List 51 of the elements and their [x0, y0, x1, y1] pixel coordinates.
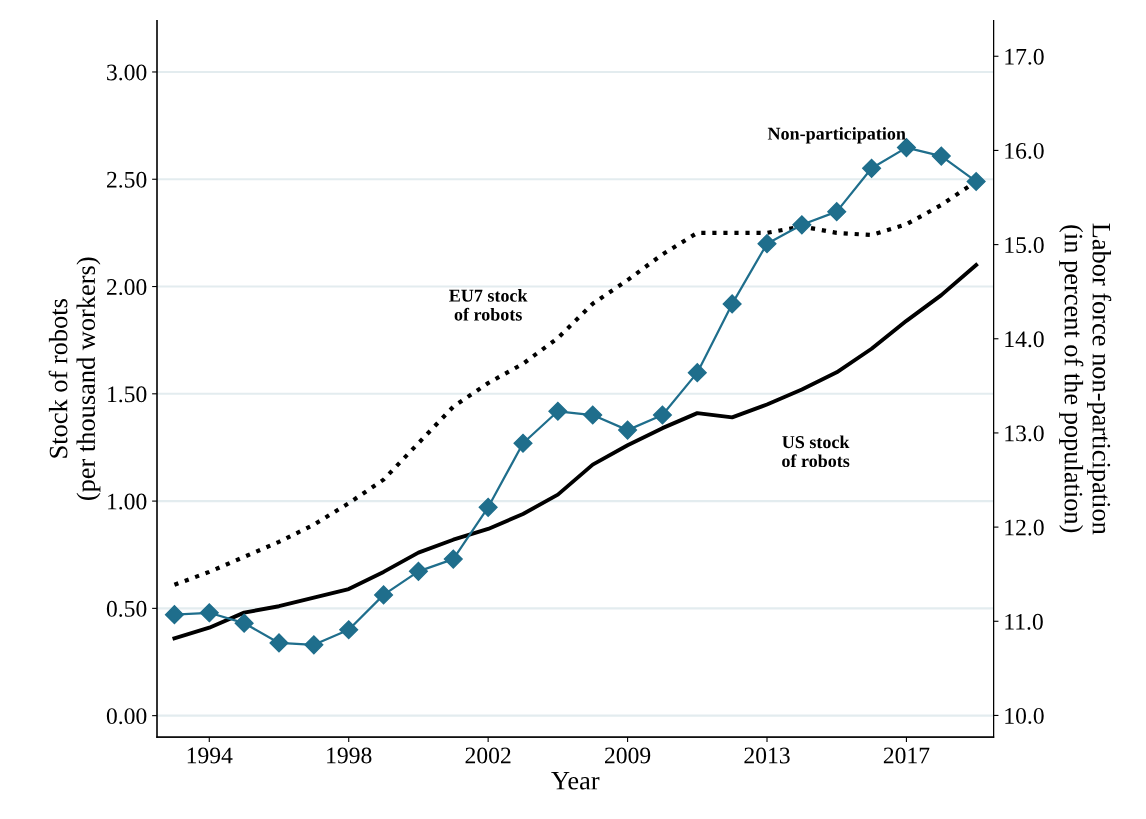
y2-tick-label: 14.0 [1005, 331, 1044, 348]
series-label: EU7 stock of robots [449, 289, 528, 321]
y-tick-label: 3.00 [107, 64, 147, 81]
line-series [172, 263, 979, 641]
point [164, 605, 184, 625]
y-tick-label: 1.50 [108, 386, 147, 403]
point [513, 433, 533, 453]
x-tick-label: 2009 [605, 747, 651, 764]
point [966, 171, 986, 192]
point [374, 585, 394, 605]
point [862, 158, 882, 178]
point [687, 363, 707, 383]
y-tick-label: 2.00 [107, 279, 147, 296]
point [443, 549, 463, 569]
y2-tick-label: 12.0 [1005, 519, 1044, 536]
x-tick-label: 1994 [187, 747, 233, 764]
y2-tick-label: 11.0 [1005, 613, 1043, 630]
point [827, 202, 847, 222]
y2-tick-label: 10.0 [1005, 707, 1044, 724]
y2-tick-label: 15.0 [1005, 237, 1044, 254]
y-tick-label: 2.50 [107, 171, 147, 188]
point [304, 635, 324, 655]
point [757, 234, 777, 254]
point [652, 405, 672, 425]
x-tick-label: 2002 [465, 747, 511, 764]
series-label: Non-participation [767, 127, 906, 144]
x-axis-title: Year [551, 772, 600, 790]
point [722, 294, 742, 314]
point [548, 401, 568, 421]
series-label: US stock of robots [782, 435, 850, 468]
point [339, 620, 359, 640]
y2-axis-title: Labor force non-participation (in percent of the population) [1059, 223, 1112, 535]
point [583, 405, 603, 425]
x-tick-label: 2013 [744, 747, 790, 764]
point [199, 603, 219, 623]
x-tick-label: 1998 [327, 747, 372, 764]
x-tick-label: 2017 [883, 747, 930, 764]
point [792, 215, 812, 235]
y-tick-label: 0.00 [106, 708, 147, 725]
point [478, 497, 498, 517]
y-tick-label: 1.00 [108, 493, 147, 510]
point [269, 633, 289, 653]
y-axis-title: Stock of robots (per thousand workers) [48, 257, 101, 501]
point [408, 561, 428, 581]
point [618, 420, 638, 440]
y2-tick-label: 17.0 [1005, 48, 1044, 65]
y2-tick-label: 16.0 [1005, 142, 1044, 159]
point [234, 613, 254, 633]
point [931, 146, 951, 166]
y2-tick-label: 13.0 [1005, 425, 1044, 442]
y-tick-label: 0.50 [106, 600, 147, 617]
